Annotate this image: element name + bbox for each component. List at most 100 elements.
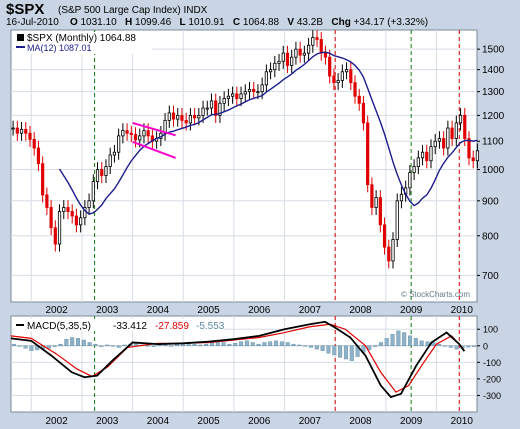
x-tick-label: 2006 (248, 305, 271, 316)
histogram-bar (448, 345, 453, 348)
candle-body (91, 181, 95, 202)
y-tick-label: 1100 (482, 137, 504, 148)
high-value: 1099.46 (135, 17, 172, 28)
candle-body (336, 80, 340, 84)
candle-body (171, 112, 176, 120)
price-legend-box (14, 32, 152, 54)
macd-legend-box (14, 319, 224, 331)
histogram-bar (81, 339, 86, 346)
candle-body (285, 52, 290, 66)
histogram-bar (279, 341, 284, 346)
histogram-bar (384, 338, 389, 346)
candle-body (74, 215, 79, 226)
candle-body (294, 48, 298, 58)
histogram-bar (29, 345, 34, 351)
x-tick-label: 2003 (96, 305, 119, 316)
candle-body (353, 82, 357, 97)
trend-line (132, 121, 176, 137)
date-label: 16-Jul-2010 (6, 17, 59, 28)
candle-body (239, 93, 243, 99)
x-tick-label: 2009 (400, 305, 423, 316)
candle-body (315, 37, 319, 40)
candle-body (458, 114, 463, 124)
candle-body (66, 207, 70, 212)
histogram-bar (431, 342, 436, 346)
signal-legend-value: -27.859 (155, 321, 189, 332)
candle-body (117, 135, 121, 153)
histogram-bar (209, 342, 214, 346)
candle-body (425, 151, 429, 162)
histogram-bar (105, 344, 110, 346)
candle-body (209, 100, 214, 109)
chart-index-name: (S&P 500 Large Cap Index) INDX (58, 5, 208, 16)
candle-body (193, 114, 197, 119)
histogram-bar (320, 345, 325, 351)
candle-body (36, 147, 41, 165)
candle-body (104, 166, 108, 176)
candle-body (268, 69, 273, 73)
histogram-bar (110, 345, 115, 347)
histogram-bar (297, 344, 302, 346)
histogram-bar (221, 342, 226, 346)
macd-x-tick-label: 2006 (248, 416, 271, 427)
histogram-bar (466, 345, 471, 348)
ma-line (58, 51, 478, 215)
candle-body (79, 217, 83, 226)
candle-body (15, 127, 19, 134)
histogram-bar (378, 342, 383, 346)
histogram-bar (198, 344, 203, 346)
histogram-bar (373, 345, 378, 347)
candle-body (442, 138, 446, 149)
macd-x-tick-label: 2003 (96, 416, 119, 427)
x-tick-label: 2007 (299, 305, 322, 316)
macd-x-tick-label: 2005 (197, 416, 220, 427)
candle-body (62, 207, 66, 212)
candle-body (70, 211, 74, 217)
y-tick-label: 1500 (482, 45, 505, 56)
candle-body (340, 71, 344, 81)
candle-body (374, 197, 378, 208)
candle-body (323, 52, 328, 58)
candle-body (366, 122, 370, 186)
histogram-bar (291, 343, 296, 346)
macd-y-tick-label: -200 (483, 374, 501, 384)
candle-body (218, 102, 222, 116)
candle-body (57, 211, 62, 245)
candle-body (112, 151, 117, 156)
candle-body (408, 172, 412, 189)
candle-body (357, 95, 361, 104)
histogram-bar (437, 343, 442, 346)
candle-body (226, 95, 230, 99)
candle-body (49, 207, 53, 229)
histogram-bar (472, 345, 477, 347)
histogram-bar (262, 342, 267, 346)
candle-body (121, 130, 125, 137)
candle-body (167, 112, 171, 121)
open-label: O (69, 17, 78, 28)
close-value: 1064.88 (242, 17, 280, 28)
candle-body (214, 100, 218, 116)
histogram-bar (390, 334, 395, 346)
macd-x-tick-label: 2002 (45, 416, 68, 427)
x-tick-label: 2005 (197, 305, 220, 316)
candle-body (231, 93, 235, 97)
histogram-bar (163, 344, 168, 346)
histogram-bar (308, 345, 313, 348)
candle-body (19, 128, 24, 134)
histogram-bar (192, 343, 197, 346)
macd-y-tick-label: 0 (483, 341, 488, 351)
candle-body (391, 239, 395, 262)
histogram-bar (442, 345, 447, 347)
histogram-bar (349, 345, 354, 361)
histogram-bar (413, 338, 418, 346)
candle-body (302, 52, 306, 56)
candle-body (133, 134, 138, 141)
signal-line (10, 323, 465, 393)
histogram-bar (250, 342, 255, 346)
histogram-bar (454, 345, 459, 350)
histogram-bar (402, 332, 407, 346)
histogram-bar (169, 345, 174, 347)
candle-body (446, 127, 450, 149)
histogram-bar (116, 345, 121, 348)
histogram-bar (239, 341, 244, 346)
